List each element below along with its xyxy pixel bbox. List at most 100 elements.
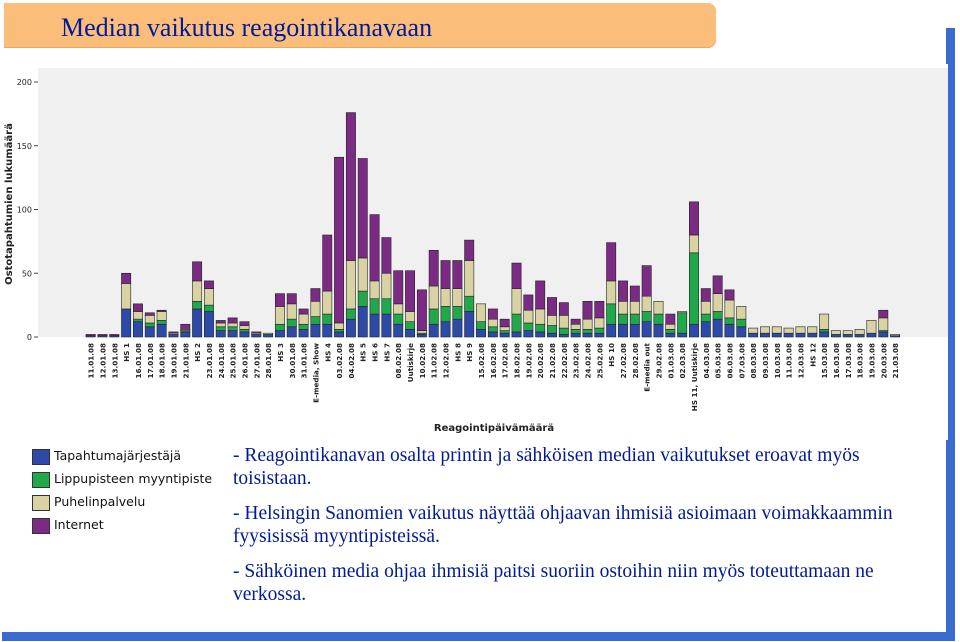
bar-segment [369,313,380,338]
bar-segment [97,334,108,337]
bar-segment [357,257,368,292]
bar-segment [606,280,617,305]
bar-segment [239,329,250,333]
bar-segment [547,297,557,316]
bar-segment [428,308,439,325]
bar-segment [523,330,534,338]
bar-segment [795,332,806,338]
legend-swatch [32,495,50,511]
x-tick-label: 24.02.08 [584,343,593,378]
bar-segment [464,295,475,312]
bar-segment [405,321,416,330]
bar-segment [487,331,498,338]
bar-segment [298,308,309,315]
bar-segment [629,323,640,338]
bar-segment [310,316,321,325]
bar-segment [133,318,143,322]
bar-segment [665,313,676,325]
bar-segment [558,315,569,329]
bar-segment [641,321,652,338]
bar-segment [227,322,238,328]
note-2: - Helsingin Sanomien vaikutus näyttää oh… [233,503,893,547]
bar-segment [464,260,475,297]
x-tick-label: 30.01.08 [288,343,297,378]
bar-segment [582,318,593,330]
bar-segment [582,332,593,338]
bar-segment [665,323,676,330]
bar-segment [878,317,889,331]
bar-segment [440,306,451,322]
bar-segment [345,260,356,310]
x-tick-label: 31.01.08 [300,343,309,378]
x-tick-label: Uutiskirje [406,343,415,382]
bar-segment [689,323,699,338]
x-tick-label: 28.02.08 [631,343,640,378]
bar-segment [582,301,593,320]
bar-segment [144,326,155,338]
x-tick-label: HS 7 [382,343,391,362]
bar-segment [215,326,226,331]
bar-segment [547,332,557,338]
bar-segment [416,289,427,331]
x-tick-label: 01.03.08 [666,343,675,378]
x-tick-label: 12.03.08 [796,343,805,378]
bar-segment [547,315,557,326]
bar-segment [334,329,345,333]
bar-segment [700,313,711,323]
bar-segment [795,326,806,334]
bar-segment [535,331,546,338]
x-tick-label: 29.02.08 [654,343,663,378]
x-tick-label: 05.03.08 [714,343,723,378]
x-tick-label: HS 5 [359,343,368,362]
y-tick-label: 100 [17,206,32,215]
x-tick-label: 25.01.08 [229,343,238,378]
bar-segment [641,295,652,312]
x-tick-label: 11.01.08 [87,343,96,378]
x-tick-label: 12.02.08 [442,343,451,378]
bar-segment [712,293,723,312]
x-tick-label: 28.01.08 [264,343,273,378]
bar-segment [452,260,463,289]
plot-area [38,68,948,337]
bar-segment [274,330,285,338]
x-tick-label: 15.03.08 [820,343,829,378]
bar-segment [736,306,747,320]
x-tick-label: HS 10 [607,343,616,367]
bar-segment [854,329,865,335]
bar-segment [263,334,274,338]
bar-segment [345,318,356,338]
bar-segment [334,156,345,324]
bar-segment [641,265,652,297]
bar-segment [511,288,522,315]
bar-segment [393,303,404,315]
bar-segment [511,262,522,289]
bar-segment [239,321,250,326]
bar-segment [227,330,238,338]
bar-segment [665,332,676,338]
x-tick-label: 20.03.08 [879,343,888,378]
bar-segment [476,329,486,338]
note-3: - Sähköinen media ohjaa ihmisiä paitsi s… [233,561,874,605]
bar-segment [464,311,475,338]
bar-segment [854,334,865,338]
x-tick-label: HS 9 [465,343,474,362]
bar-segment [618,280,628,302]
bar-segment [204,280,214,289]
bar-segment [689,252,699,325]
bar-segment [204,304,214,312]
x-tick-label: 19.03.08 [867,343,876,378]
bar-segment [724,323,735,338]
bar-segment [606,303,617,325]
x-tick-label: 08.02.08 [394,343,403,378]
title-bar: Median vaikutus reagointikanavaan [4,3,716,47]
bar-segment [736,318,747,328]
bar-segment [866,320,877,334]
bar-segment [842,334,853,338]
x-tick-label: 08.03.08 [749,343,758,378]
x-tick-label: 18.01.08 [158,343,167,378]
bar-segment [606,323,617,338]
bar-segment [677,311,688,314]
x-tick-label: 11.02.08 [430,343,439,378]
bar-segment [535,323,546,333]
bar-segment [700,288,711,302]
